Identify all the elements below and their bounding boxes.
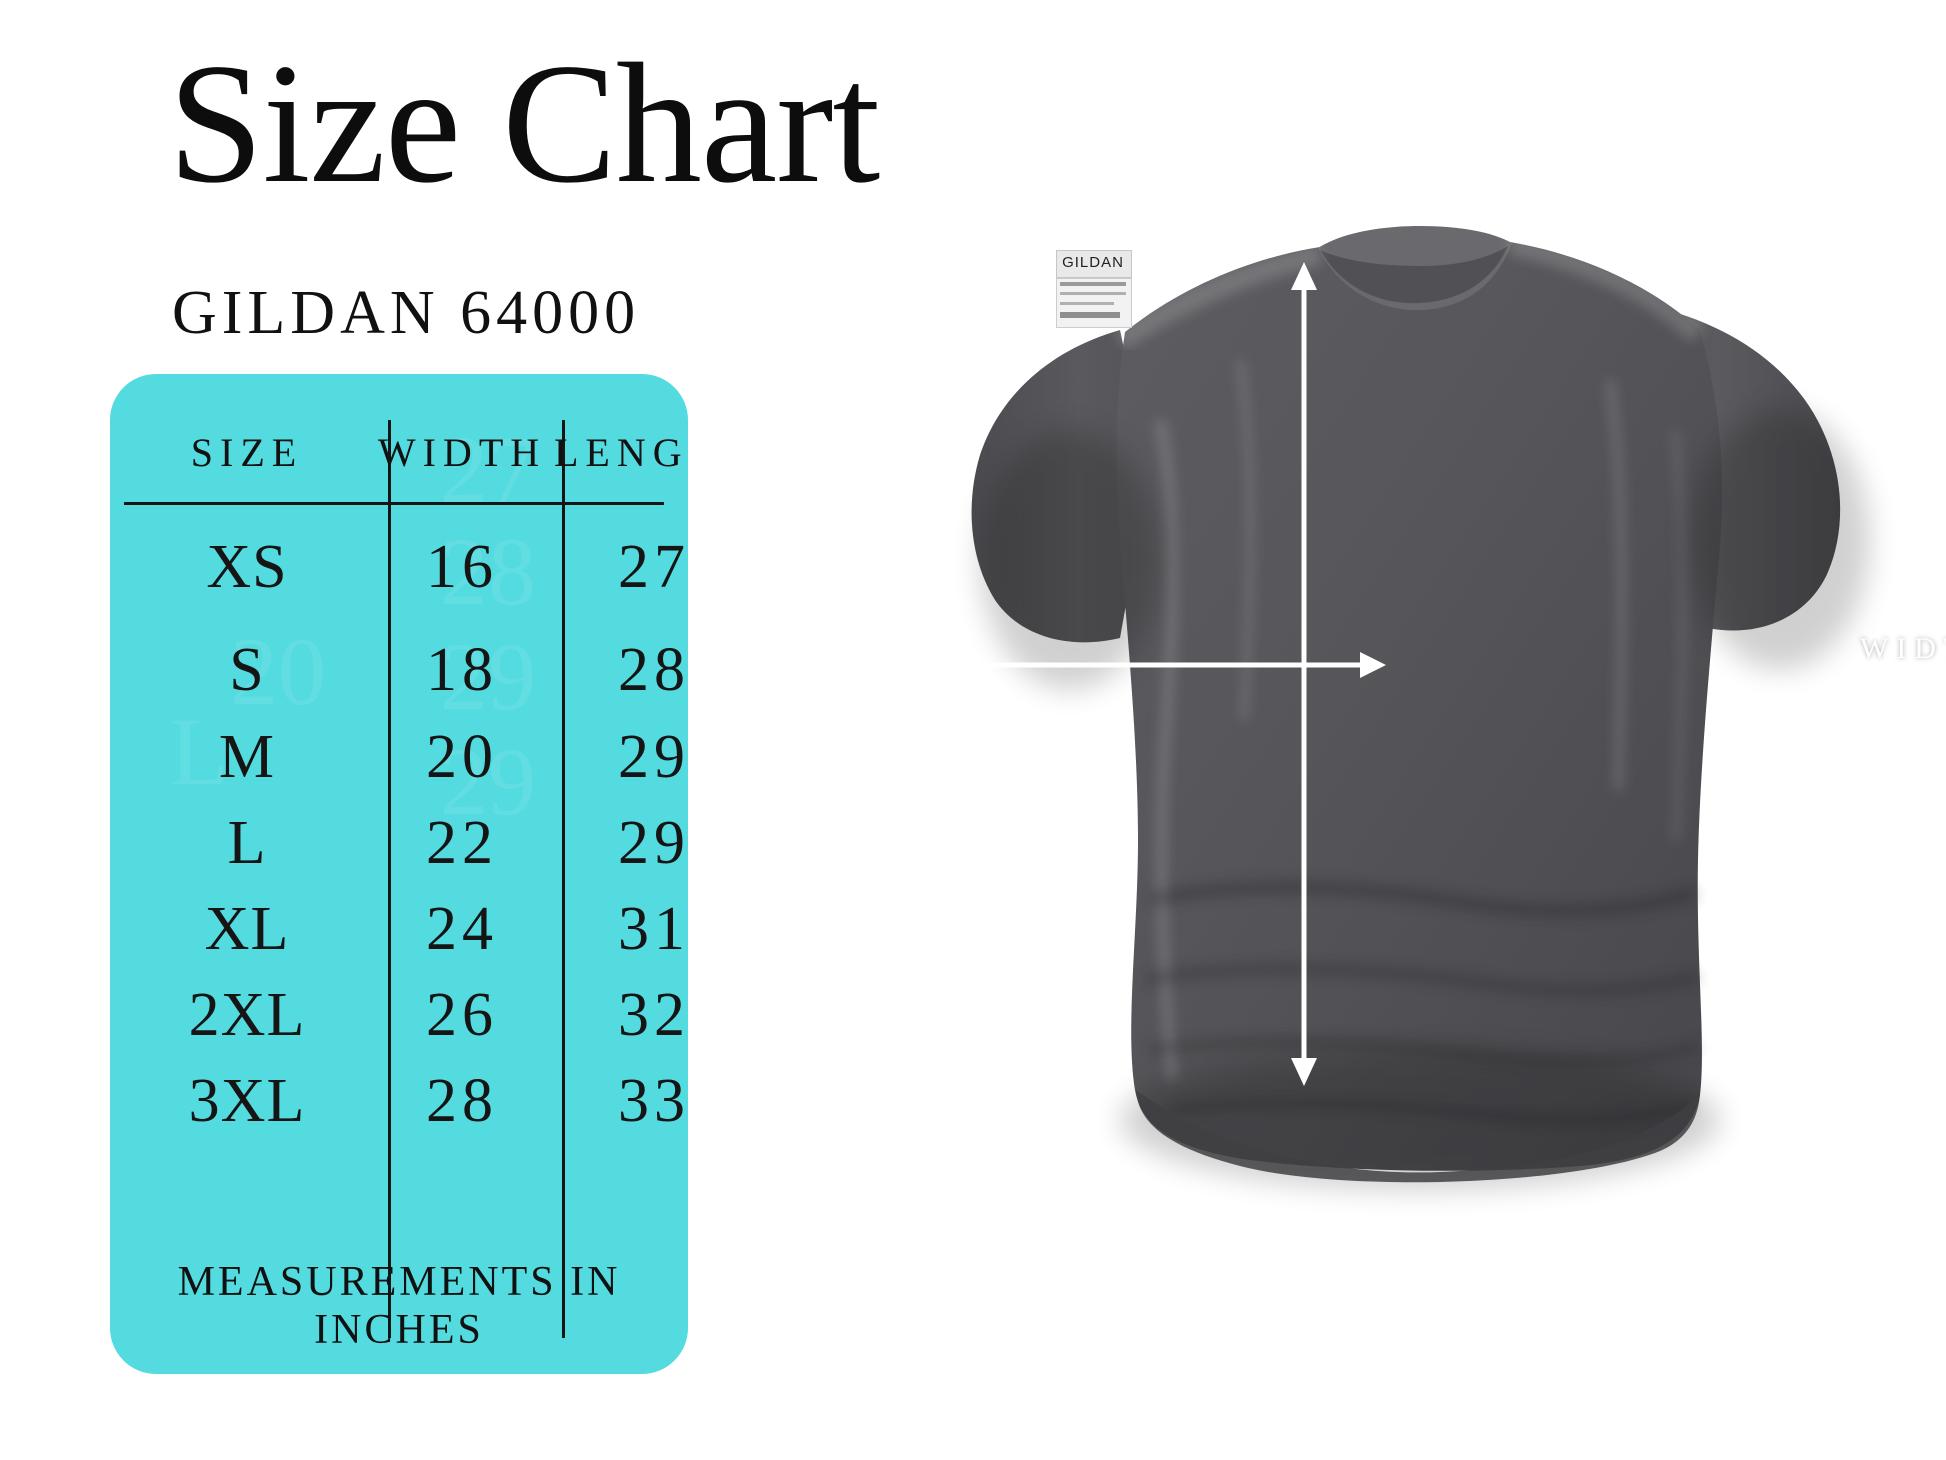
header-divider [124,502,664,505]
cell-width: 22 [426,809,498,877]
cell-width: 24 [426,895,498,963]
column-header-width: WIDTH [377,430,547,475]
column-header-length: LENGTH [554,430,688,475]
cell-length: 29 [618,723,688,791]
product-model-subtitle: GILDAN 64000 [172,279,641,347]
measurements-unit-note: MEASUREMENTS IN INCHES [177,1259,621,1353]
table-row: XL 24 31 [110,886,688,972]
cell-size: L [227,809,267,877]
cell-size: 3XL [188,1067,306,1135]
width-measurement-label: WIDTH [1860,632,1946,665]
neck-tag-line [1060,312,1120,318]
neck-tag-brand [1056,250,1132,278]
cell-size: M [218,723,276,791]
cell-width: 18 [426,636,498,704]
column-divider-2 [562,420,565,1338]
table-row: L 22 29 [110,800,688,886]
table-header-row: SIZE WIDTH LENGTH [110,422,688,484]
table-row: S 18 28 [110,627,688,713]
tshirt-illustration [971,226,1870,1190]
measurement-arrows [828,262,1386,1086]
cell-size: XS [206,533,288,601]
neck-tag-brand-text: GILDAN [1062,254,1124,271]
cell-width: 26 [426,981,498,1049]
cell-width: 16 [426,533,498,601]
column-divider-1 [388,420,391,1338]
table-row: M 20 29 [110,714,688,800]
cell-size: 2XL [188,981,306,1049]
page-title: Size Chart [168,29,880,219]
size-table: SIZE WIDTH LENGTH XS 16 27 S 18 28 M 20 … [110,374,688,1374]
cell-length: 31 [618,895,688,963]
size-table-card: 27 28 20 29 L 29 SIZE WIDTH LENGTH XS 16… [110,374,688,1374]
tshirt-photo-panel: GILDAN WIDTH LENGTH [820,0,1946,1460]
cell-length: 28 [618,636,688,704]
neck-tag-line [1060,282,1126,286]
cell-length: 29 [618,809,688,877]
table-row: 2XL 26 32 [110,972,688,1058]
cell-length: 33 [618,1067,688,1135]
column-header-size: SIZE [190,430,304,475]
cell-length: 32 [618,981,688,1049]
cell-size: S [229,636,265,704]
neck-tag-line [1060,292,1126,295]
cell-length: 27 [618,533,688,601]
size-chart-info-panel: Size Chart GILDAN 64000 27 28 20 29 L 29… [0,0,880,1460]
table-row: 3XL 28 33 [110,1058,688,1144]
cell-width: 20 [426,723,498,791]
table-row: XS 16 27 [110,524,688,610]
cell-width: 28 [426,1067,498,1135]
neck-tag-line [1060,302,1114,305]
cell-size: XL [204,895,290,963]
